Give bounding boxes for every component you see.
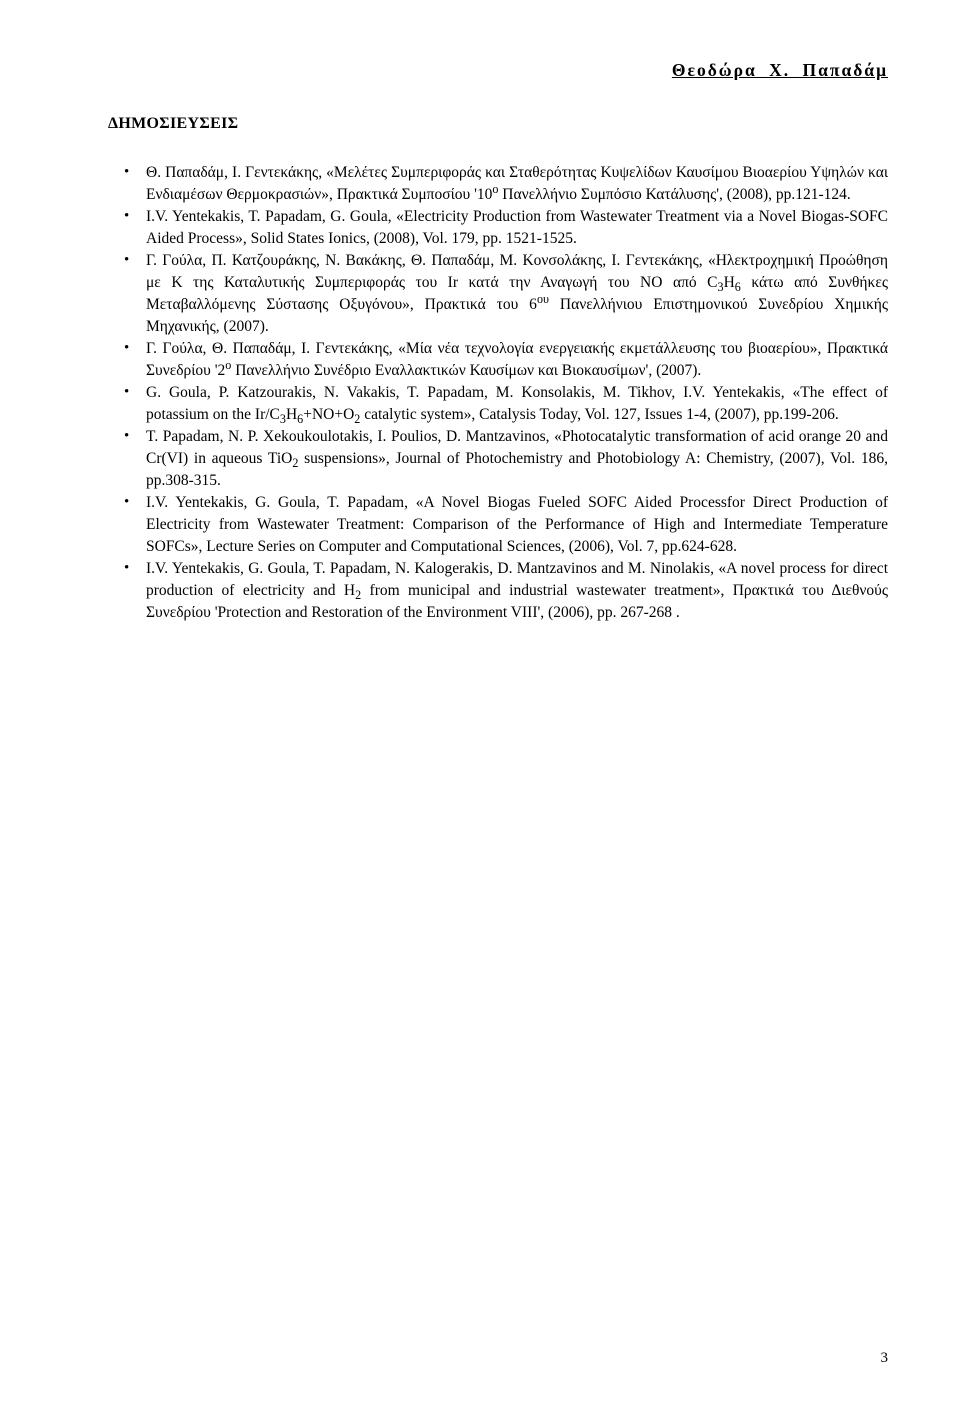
publication-item: Γ. Γούλα, Π. Κατζουράκης, Ν. Βακάκης, Θ.… [146, 250, 888, 338]
page-number: 3 [881, 1348, 889, 1369]
publication-item: I.V. Yentekakis, G. Goula, T. Papadam, N… [146, 558, 888, 624]
section-title-publications: ΔΗΜΟΣΙΕΥΣΕΙΣ [108, 113, 888, 136]
publication-item: Γ. Γούλα, Θ. Παπαδάμ, Ι. Γεντεκάκης, «Μί… [146, 338, 888, 382]
publication-item: G. Goula, P. Katzourakis, N. Vakakis, T.… [146, 382, 888, 426]
publication-item: I.V. Yentekakis, G. Goula, T. Papadam, «… [146, 492, 888, 558]
publications-list: Θ. Παπαδάμ, Ι. Γεντεκάκης, «Μελέτες Συμπ… [108, 162, 888, 624]
publication-item: T. Papadam, N. P. Xekoukoulotakis, I. Po… [146, 426, 888, 492]
publication-item: I.V. Yentekakis, T. Papadam, G. Goula, «… [146, 206, 888, 250]
header-author-name: Θεοδώρα Χ. Παπαδάμ [108, 58, 888, 83]
publication-item: Θ. Παπαδάμ, Ι. Γεντεκάκης, «Μελέτες Συμπ… [146, 162, 888, 206]
